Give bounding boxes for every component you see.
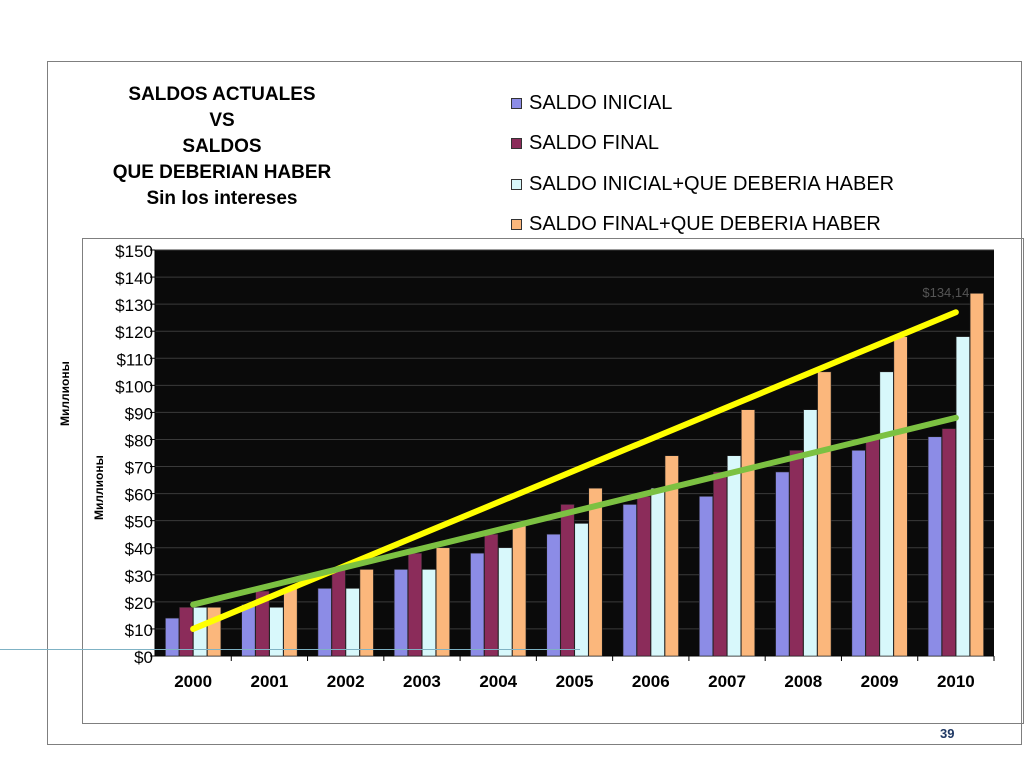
y-tick-label: $80 (125, 431, 153, 450)
y-tick-label: $40 (125, 540, 153, 559)
chart-title: SALDOS ACTUALES VS SALDOS QUE DEBERIAN H… (80, 82, 364, 212)
bar (712, 471, 728, 657)
bar (421, 569, 437, 657)
legend-swatch (511, 178, 522, 190)
bar (664, 455, 679, 657)
legend-label: SALDO INICIAL+QUE DEBERIA HABER (529, 172, 895, 195)
legend-item: SALDO FINAL+QUE DEBERIA HABER (511, 205, 894, 246)
bar (331, 569, 346, 657)
y-tick-label: $150 (115, 242, 153, 261)
x-tick-label: 2001 (250, 672, 288, 691)
y-tick-label: $70 (125, 459, 153, 478)
bar (574, 523, 589, 657)
bar (345, 588, 360, 657)
chart-title-line: VS (209, 110, 235, 131)
bar (512, 523, 527, 657)
bar (636, 496, 651, 657)
chart-legend: SALDO INICIAL SALDO FINAL SALDO INICIAL+… (511, 83, 894, 245)
y-axis-unit-label: Миллионы (92, 455, 106, 520)
bar (865, 436, 880, 657)
chart-title-line: SALDOS (182, 136, 262, 157)
bar (740, 409, 756, 657)
decorative-line (0, 649, 580, 650)
bar (851, 449, 866, 657)
bar (789, 449, 804, 657)
y-tick-label: $120 (115, 323, 153, 342)
bar (470, 552, 485, 657)
bar (879, 371, 894, 657)
bar (165, 617, 180, 657)
y-tick-label: $30 (125, 567, 153, 586)
y-tick-label: $100 (115, 377, 153, 396)
legend-item: SALDO INICIAL+QUE DEBERIA HABER (511, 164, 894, 205)
x-tick-label: 2007 (708, 672, 746, 691)
y-tick-label: $20 (125, 594, 153, 613)
data-label: $134,14 (922, 285, 969, 300)
trend-line (190, 414, 959, 608)
bar (393, 569, 409, 657)
x-tick-label: 2000 (174, 672, 212, 691)
x-tick-label: 2009 (861, 672, 899, 691)
x-tick-label: 2006 (632, 672, 670, 691)
bar (498, 547, 513, 657)
legend-swatch (511, 219, 522, 231)
bar (560, 504, 575, 657)
bar (817, 371, 832, 657)
y-tick-label: $90 (125, 404, 153, 423)
legend-label: SALDO FINAL (529, 132, 660, 155)
y-tick-label: $110 (116, 350, 153, 369)
legend-item: SALDO INICIAL (511, 83, 894, 124)
bar (969, 293, 984, 657)
x-tick-label: 2008 (784, 672, 822, 691)
bar (546, 533, 561, 657)
x-tick-label: 2010 (937, 672, 975, 691)
y-tick-label: $0 (134, 648, 153, 667)
bar (484, 533, 499, 657)
chart-title-line: Sin los intereses (146, 188, 298, 209)
legend-swatch (511, 97, 522, 109)
y-tick-label: $130 (115, 296, 153, 315)
y-tick-label: $10 (125, 621, 153, 640)
legend-label: SALDO INICIAL (529, 91, 673, 114)
bar (407, 552, 423, 657)
x-tick-label: 2004 (479, 672, 517, 691)
y-tick-label: $50 (125, 513, 153, 532)
bar (255, 590, 270, 657)
bar (955, 336, 970, 657)
bar (650, 487, 665, 657)
chart-title-line: QUE DEBERIAN HABER (112, 162, 332, 183)
bar (927, 436, 942, 657)
bar (803, 409, 818, 657)
bar (269, 606, 284, 657)
page-number: 39 (940, 726, 955, 741)
bar (359, 569, 374, 657)
x-tick-label: 2003 (403, 672, 441, 691)
legend-item: SALDO FINAL (511, 124, 894, 165)
bar (588, 487, 603, 657)
bar (941, 428, 956, 657)
bar (435, 547, 451, 657)
bar (775, 471, 790, 657)
chart-title-line: SALDOS ACTUALES (128, 84, 316, 105)
legend-swatch (511, 138, 522, 150)
bar (317, 588, 332, 657)
y-tick-label: $140 (115, 269, 153, 288)
legend-label: SALDO FINAL+QUE DEBERIA HABER (529, 213, 881, 236)
bar (622, 504, 637, 657)
y-tick-label: $60 (125, 486, 153, 505)
bar (283, 588, 298, 657)
x-tick-label: 2005 (556, 672, 594, 691)
bar (698, 496, 714, 657)
bar (726, 455, 742, 657)
x-tick-label: 2002 (327, 672, 365, 691)
bar (893, 336, 908, 657)
